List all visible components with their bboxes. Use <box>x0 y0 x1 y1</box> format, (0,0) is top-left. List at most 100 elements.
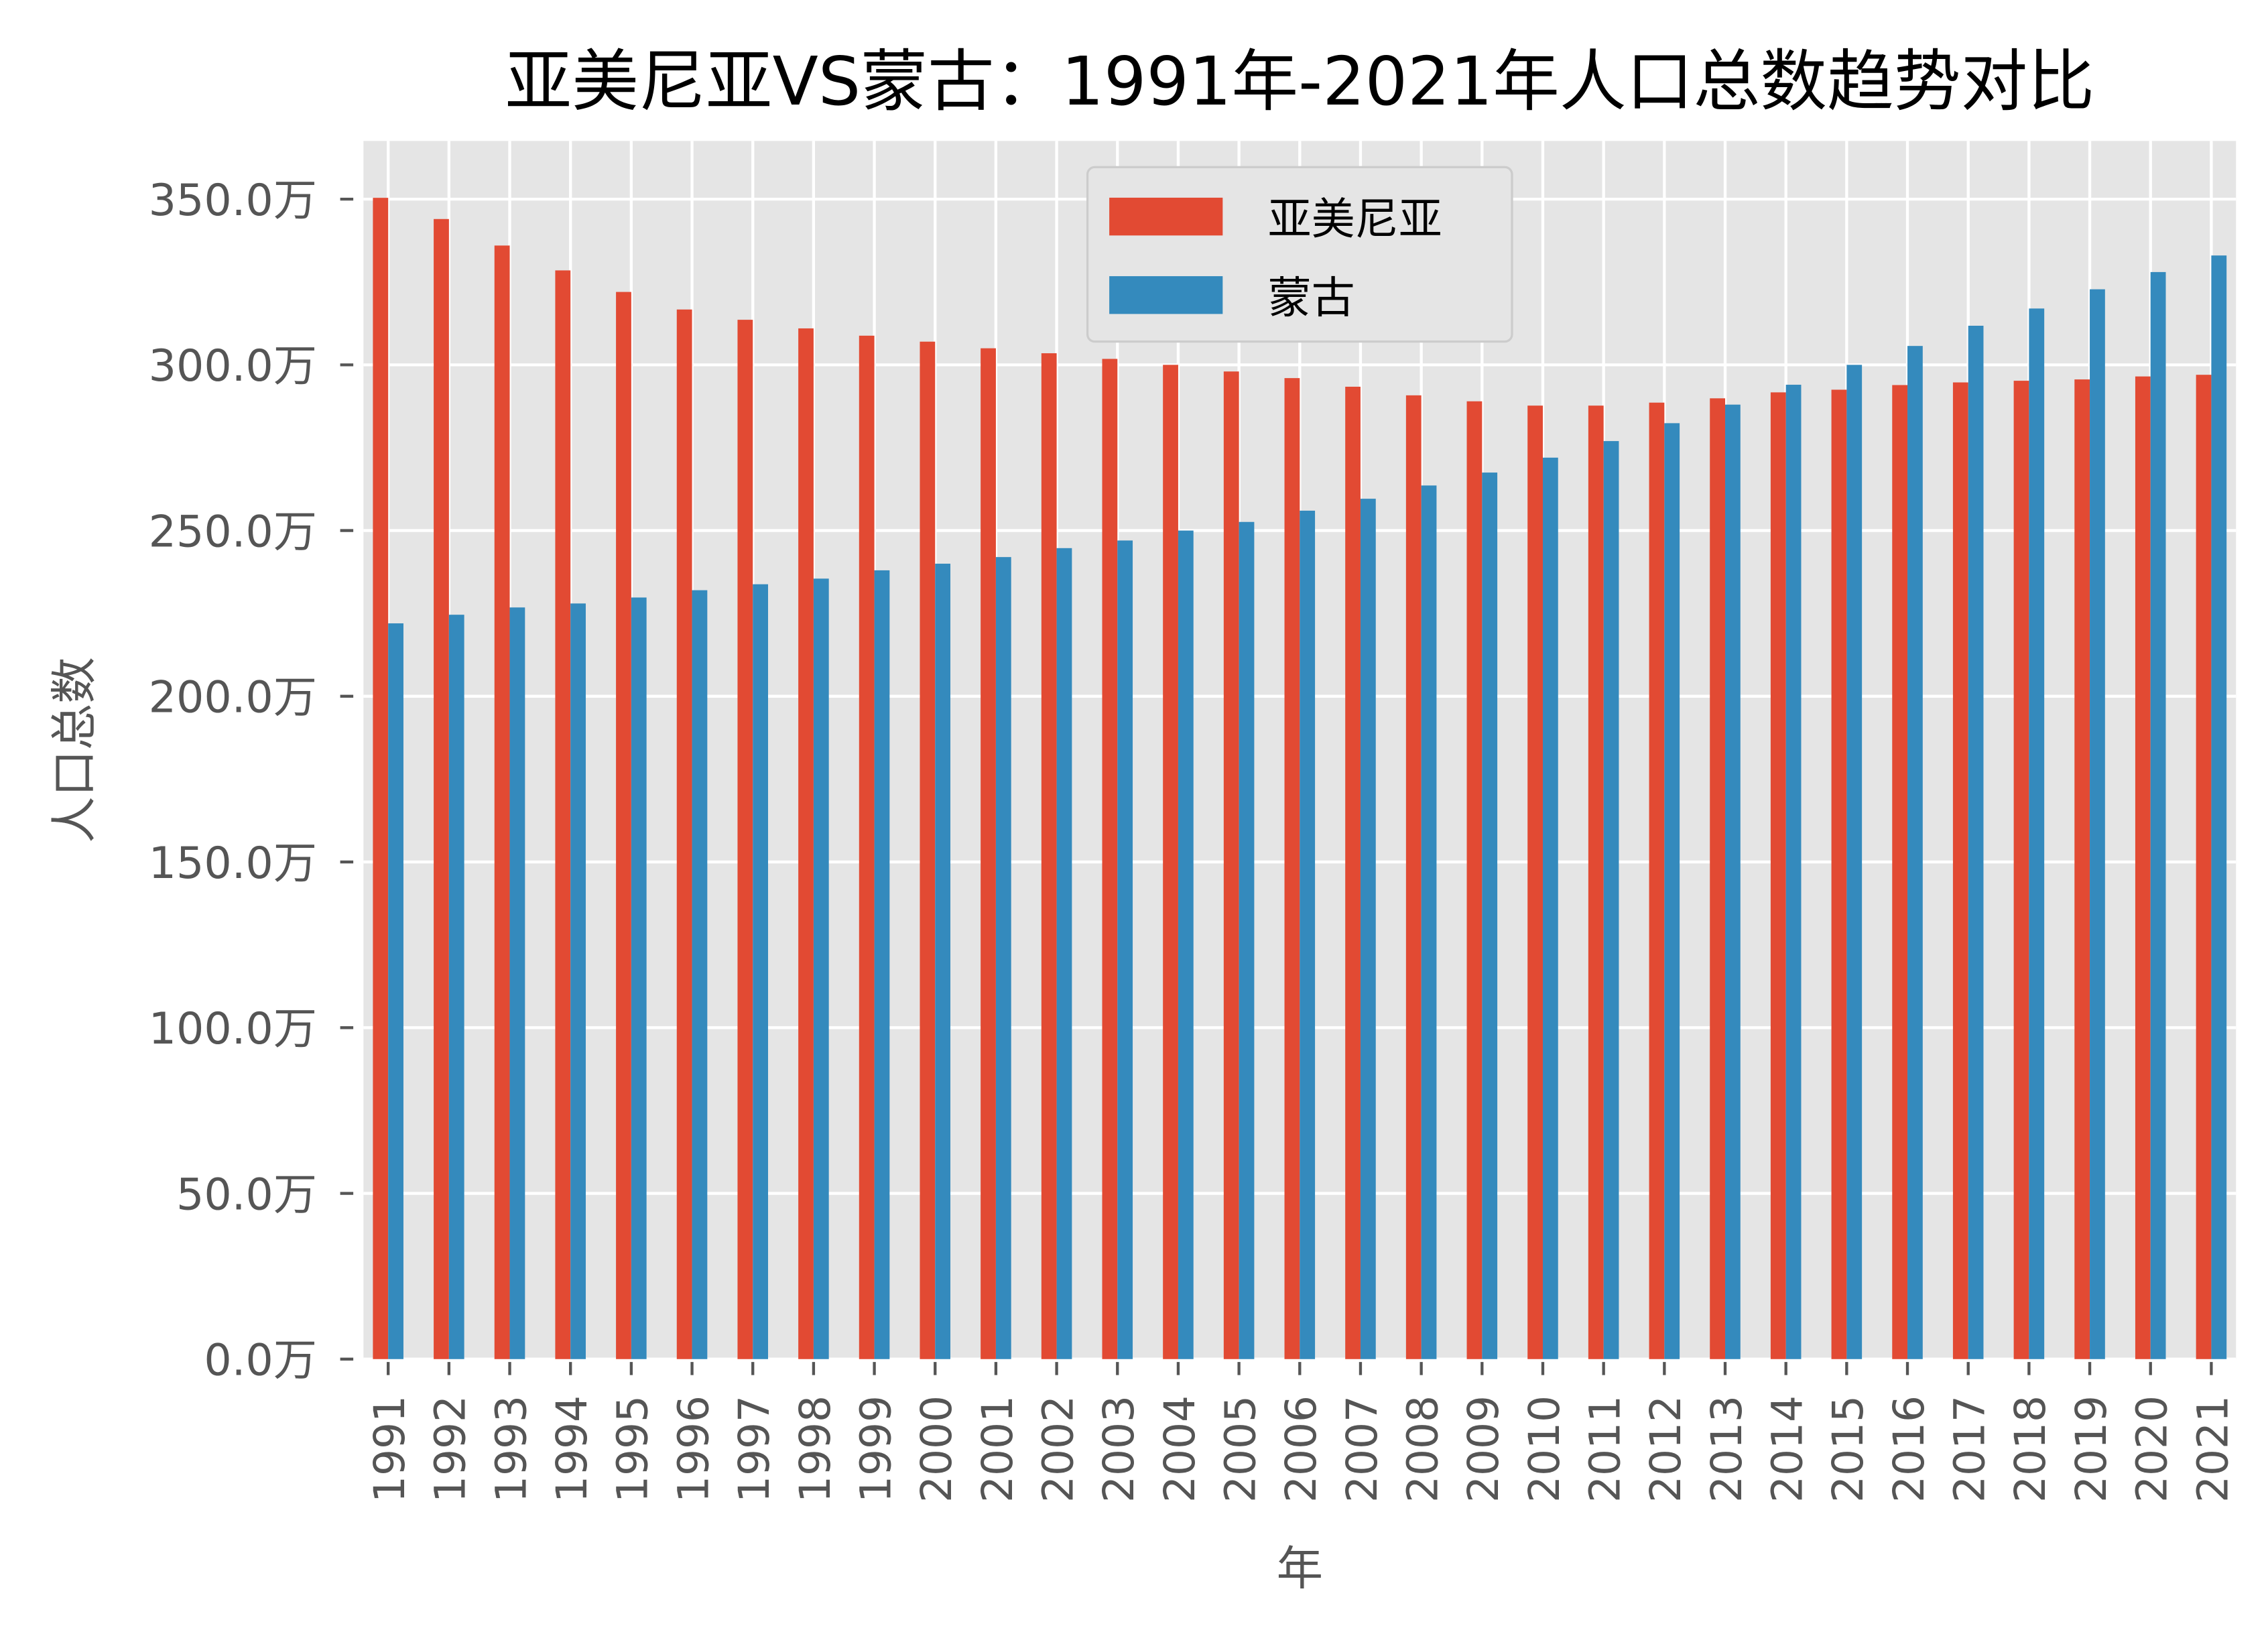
x-tick-label: 2014 <box>1763 1395 1812 1503</box>
bar-armenia-2002 <box>1041 353 1057 1359</box>
bar-armenia-2011 <box>1588 405 1604 1359</box>
x-tick-label: 1995 <box>609 1395 657 1503</box>
bar-mongolia-1996 <box>692 590 708 1359</box>
x-tick-label: 1998 <box>791 1395 840 1503</box>
y-tick-label: 50.0万 <box>176 1170 317 1220</box>
y-tick-label: 350.0万 <box>149 176 317 226</box>
x-tick-label: 2003 <box>1094 1395 1143 1503</box>
bar-mongolia-2012 <box>1664 423 1680 1359</box>
bar-mongolia-2014 <box>1785 385 1802 1359</box>
bar-armenia-2017 <box>1952 382 1968 1359</box>
bar-mongolia-2006 <box>1300 510 1316 1359</box>
x-tick-label: 2005 <box>1216 1395 1265 1503</box>
bar-armenia-2016 <box>1892 385 1908 1359</box>
y-tick-label: 100.0万 <box>149 1004 317 1054</box>
x-tick-label: 2002 <box>1033 1395 1082 1503</box>
bar-mongolia-2003 <box>1117 540 1133 1359</box>
bar-armenia-1992 <box>434 218 449 1359</box>
x-tick-label: 2020 <box>2128 1395 2177 1503</box>
bar-armenia-1997 <box>737 320 753 1359</box>
bar-armenia-2012 <box>1649 402 1665 1359</box>
bar-mongolia-2015 <box>1846 365 1863 1359</box>
bar-mongolia-1993 <box>509 607 525 1359</box>
bar-armenia-2018 <box>2013 381 2029 1359</box>
y-tick-label: 150.0万 <box>149 838 317 889</box>
x-tick-label: 2017 <box>1946 1395 1995 1503</box>
y-tick-label: 250.0万 <box>149 507 317 557</box>
bar-armenia-1993 <box>494 245 510 1359</box>
bar-armenia-1991 <box>373 198 389 1359</box>
x-tick-label: 2019 <box>2067 1395 2116 1503</box>
bar-armenia-2014 <box>1770 392 1786 1359</box>
x-tick-label: 2013 <box>1702 1395 1751 1503</box>
bar-armenia-1999 <box>859 335 875 1359</box>
y-tick-label: 0.0万 <box>204 1336 317 1386</box>
bar-armenia-2020 <box>2135 376 2151 1359</box>
bar-armenia-1995 <box>616 292 631 1359</box>
x-tick-label: 2011 <box>1581 1395 1630 1503</box>
bar-mongolia-2013 <box>1725 404 1741 1359</box>
x-tick-label: 2012 <box>1641 1395 1690 1503</box>
y-tick-label: 300.0万 <box>149 341 317 391</box>
bar-armenia-2019 <box>2074 379 2090 1359</box>
bar-armenia-1994 <box>555 270 571 1359</box>
bar-armenia-2006 <box>1284 378 1300 1359</box>
x-axis-ticks: 1991 1992 1993 1994 1995 1996 1997 1998 1999 2000… <box>365 1362 2237 1503</box>
bar-armenia-2010 <box>1527 405 1543 1359</box>
legend: 亚美尼亚 蒙古 <box>1086 166 1513 343</box>
x-tick-label: 2007 <box>1338 1395 1387 1503</box>
bar-armenia-2009 <box>1466 401 1483 1359</box>
y-tick-label: 200.0万 <box>149 673 317 723</box>
x-axis-label: 年 <box>1277 1542 1323 1596</box>
x-tick-label: 2021 <box>2188 1395 2237 1503</box>
bar-mongolia-2001 <box>995 557 1011 1359</box>
bar-armenia-2015 <box>1831 389 1847 1359</box>
bar-mongolia-1992 <box>448 615 464 1359</box>
legend-swatch-armenia <box>1109 197 1223 236</box>
bar-armenia-2005 <box>1223 371 1239 1359</box>
x-tick-label: 1992 <box>426 1395 475 1503</box>
bar-mongolia-2000 <box>935 564 951 1359</box>
bar-mongolia-2011 <box>1603 441 1619 1359</box>
x-tick-label: 2004 <box>1155 1395 1204 1503</box>
bar-mongolia-1998 <box>813 578 829 1359</box>
bar-mongolia-1994 <box>570 603 586 1359</box>
bar-armenia-2003 <box>1102 359 1118 1359</box>
bar-armenia-1998 <box>798 328 814 1359</box>
bar-armenia-2004 <box>1163 365 1178 1359</box>
chart-title: 亚美尼亚VS蒙古：1991年-2021年人口总数趋势对比 <box>505 42 2094 121</box>
x-tick-label: 1991 <box>365 1395 414 1503</box>
bar-armenia-2008 <box>1405 395 1422 1359</box>
x-tick-label: 2018 <box>2006 1395 2055 1503</box>
x-tick-label: 2009 <box>1459 1395 1508 1503</box>
x-tick-label: 1993 <box>487 1395 536 1503</box>
legend-swatch-mongolia <box>1109 276 1223 314</box>
x-tick-label: 1999 <box>851 1395 900 1503</box>
legend-label-mongolia: 蒙古 <box>1268 273 1355 323</box>
bar-mongolia-1997 <box>753 584 769 1359</box>
x-tick-label: 1997 <box>730 1395 779 1503</box>
bar-armenia-2001 <box>981 348 996 1359</box>
bar-mongolia-2020 <box>2150 271 2166 1359</box>
bar-mongolia-2008 <box>1421 485 1437 1359</box>
bar-armenia-2021 <box>2196 375 2212 1359</box>
bar-mongolia-2021 <box>2211 255 2227 1359</box>
x-tick-label: 2016 <box>1885 1395 1934 1503</box>
bar-armenia-1996 <box>676 309 692 1359</box>
bars <box>373 198 2227 1359</box>
bar-mongolia-2009 <box>1482 473 1498 1359</box>
x-tick-label: 2015 <box>1824 1395 1873 1503</box>
bar-mongolia-2007 <box>1360 499 1376 1359</box>
x-tick-label: 2008 <box>1398 1395 1447 1503</box>
y-axis-label: 人口总数 <box>48 657 101 843</box>
bar-mongolia-2004 <box>1178 530 1194 1359</box>
bar-mongolia-2002 <box>1056 548 1072 1359</box>
x-tick-label: 2006 <box>1277 1395 1326 1503</box>
x-tick-label: 1996 <box>669 1395 718 1503</box>
bar-armenia-2013 <box>1710 398 1726 1359</box>
x-tick-label: 1994 <box>548 1395 596 1503</box>
bar-mongolia-2005 <box>1239 521 1255 1359</box>
bar-armenia-2007 <box>1345 386 1361 1359</box>
bar-mongolia-2016 <box>1907 346 1923 1359</box>
